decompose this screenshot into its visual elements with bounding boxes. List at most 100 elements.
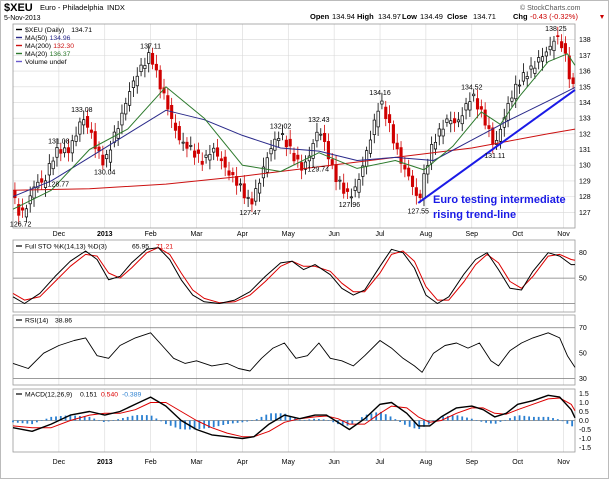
candle-body [288,138,292,147]
macd-y-tick: 1.0 [579,400,589,407]
candle-body [97,146,101,152]
candle-body [196,149,200,154]
candle-body [277,138,281,141]
macd-histogram-bar [418,420,421,430]
candle-body [384,106,388,120]
x-tick-label: Aug [420,459,433,466]
macd-histogram-bar [265,414,268,421]
candle-body [376,110,380,128]
copyright-text: © StockCharts.com [520,4,581,12]
macd-histogram-bar [427,420,430,425]
candle-body [418,193,422,199]
rsi-legend-value: 38.86 [55,318,72,325]
rsi-y-tick: 70 [579,325,587,332]
sto-d-value: 71.21 [156,244,173,251]
macd-histogram-bar [485,420,488,423]
candle-body [330,159,334,166]
macd-histogram-bar [489,420,492,424]
macd-histogram-bar [16,420,19,423]
candle-body [32,186,36,199]
candle-body [24,208,28,218]
macd-histogram-bar [155,418,158,421]
header-exchange: INDX [107,3,125,12]
candle-body [563,43,567,54]
candle-body [238,183,243,186]
ma200-line [12,128,576,191]
macd-histogram-bar [184,420,186,430]
macd-signal-value: 0.540 [101,392,118,399]
macd-histogram-bar [122,418,124,421]
macd-histogram-bar [88,416,91,421]
x-tick-label: Oct [512,231,523,238]
legend-name: MA(50) [25,35,47,42]
ma50-line [12,86,576,198]
price-y-tick: 128 [579,194,591,201]
candle-body [59,149,63,154]
candle-body [556,35,560,38]
candle-body [173,122,178,131]
macd-histogram-bar [380,411,382,421]
candle-body [560,41,564,49]
legend-name: MA(200) [25,43,51,50]
candle-body [93,131,97,149]
macd-histogram-bar [408,420,411,427]
ohlc-value-chg: -0.43 (-0.32%) [530,12,578,21]
candle-body [475,98,480,110]
candle-body [231,172,235,176]
x-tick-label: May [282,231,296,238]
x-tick-label: Feb [145,459,157,466]
macd-histogram-bar [556,419,559,421]
candle-body [567,55,571,80]
macd-histogram-bar [322,419,325,421]
candle-body [365,150,369,167]
macd-histogram-bar [227,420,229,424]
ma20-line [12,53,576,210]
ohlc-label-high: High [357,12,374,21]
macd-histogram-bar [107,420,110,422]
candle-body [250,198,254,205]
candle-body [518,84,522,87]
candle-body [40,178,44,183]
candle-body [403,164,407,170]
price-y-tick: 130 [579,163,591,170]
rsi-line [12,332,576,373]
macd-histogram-bar [74,415,77,421]
candle-body [456,119,460,123]
candle-body [437,128,441,137]
candle-body [491,127,495,145]
candle-body [422,173,426,200]
candle-body [407,167,411,177]
sto-d-line [12,247,576,304]
macd-histogram-bar [50,416,53,421]
x-tick-label: Jul [376,231,385,238]
candle-body [158,69,162,90]
candle-body [124,103,128,115]
candle-body [548,45,552,51]
legend-name: MA(20) [25,51,47,58]
price-label: 137.11 [140,44,161,51]
candle-body [166,95,170,110]
macd-histogram-bar [289,416,292,421]
macd-hist-value: -0.389 [122,392,141,399]
sto-legend-name: Full STO %K(14,13) %D(3) [25,244,107,251]
macd-y-tick: -1.0 [579,436,591,443]
ohlc-value-low: 134.49 [420,12,443,21]
candle-body [208,154,212,161]
header-symbol: $XEU [4,2,33,14]
candle-body [269,148,273,155]
macd-y-tick: 1.5 [579,391,589,398]
macd-histogram-bar [150,415,153,421]
macd-histogram-bar [198,420,201,430]
x-tick-label: Jul [376,459,385,466]
macd-histogram-bar [327,420,330,421]
candle-body [105,154,109,160]
sto-y-tick: 80 [579,250,587,257]
macd-histogram-bar [169,420,172,426]
candle-body [246,197,250,199]
legend-value: 136.37 [50,51,71,58]
price-label: 138.25 [545,26,567,33]
candle-body [441,128,445,137]
candle-body [391,124,395,144]
macd-histogram-bar [112,420,115,421]
